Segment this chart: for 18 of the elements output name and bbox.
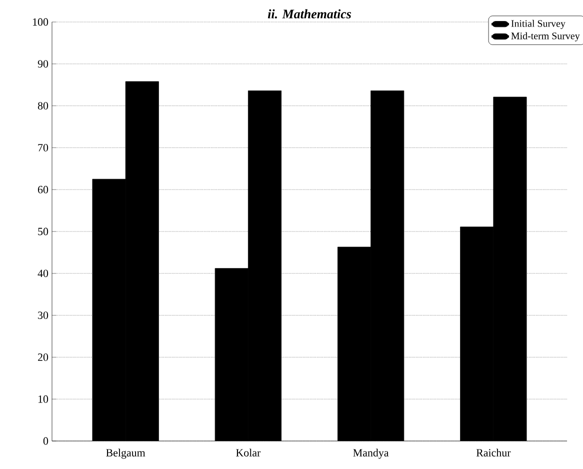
- y-tick-label: 80: [38, 102, 48, 110]
- y-tick-label: 60: [38, 186, 48, 194]
- y-tick-label: 30: [38, 312, 48, 319]
- x-tick-label: Belgaum: [106, 448, 146, 459]
- y-tick-label: 10: [38, 395, 48, 403]
- x-tick-label: Mandya: [353, 448, 389, 459]
- legend-label: Initial Survey: [511, 20, 566, 29]
- legend-label: Mid-term Survey: [511, 32, 580, 42]
- x-tick-label: Kolar: [236, 448, 261, 456]
- y-tick-label: 90: [38, 60, 48, 68]
- y-tick-label: 20: [38, 354, 48, 361]
- y-tick-label: 50: [38, 228, 48, 236]
- chart-title: ii. Mathematics: [268, 9, 352, 18]
- y-tick-label: 40: [38, 270, 48, 278]
- y-tick-label: 0: [43, 437, 48, 445]
- y-tick-label: 100: [33, 18, 48, 26]
- x-tick-label: Raichur: [476, 448, 511, 456]
- y-tick-label: 70: [38, 144, 48, 152]
